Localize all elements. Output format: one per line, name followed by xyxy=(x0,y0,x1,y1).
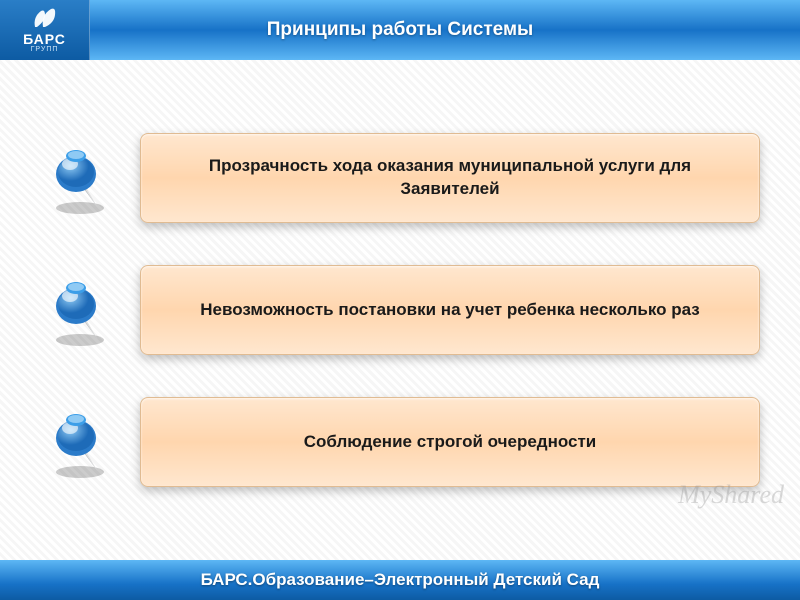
footer-bar: БАРС.Образование–Электронный Детский Сад xyxy=(0,560,800,600)
logo-name: БАРС xyxy=(23,31,66,47)
principle-card: Прозрачность хода оказания муниципальной… xyxy=(140,133,760,223)
pushpin-icon xyxy=(40,138,120,218)
logo: БАРС ГРУПП xyxy=(0,0,90,60)
leaf-icon xyxy=(31,7,59,29)
footer-text: БАРС.Образование–Электронный Детский Сад xyxy=(201,570,600,590)
pushpin-icon xyxy=(40,270,120,350)
principle-row: Невозможность постановки на учет ребенка… xyxy=(40,265,760,355)
principle-text: Невозможность постановки на учет ребенка… xyxy=(200,299,699,322)
principle-card: Соблюдение строгой очередности xyxy=(140,397,760,487)
pushpin-icon xyxy=(40,402,120,482)
page-title: Принципы работы Системы xyxy=(90,19,800,41)
content-area: Прозрачность хода оказания муниципальной… xyxy=(0,60,800,560)
principle-text: Прозрачность хода оказания муниципальной… xyxy=(165,155,735,201)
principle-row: Прозрачность хода оказания муниципальной… xyxy=(40,133,760,223)
principle-card: Невозможность постановки на учет ребенка… xyxy=(140,265,760,355)
logo-subtitle: ГРУПП xyxy=(31,46,59,53)
principle-text: Соблюдение строгой очередности xyxy=(304,431,597,454)
principle-row: Соблюдение строгой очередности xyxy=(40,397,760,487)
header-bar: БАРС ГРУПП Принципы работы Системы xyxy=(0,0,800,60)
